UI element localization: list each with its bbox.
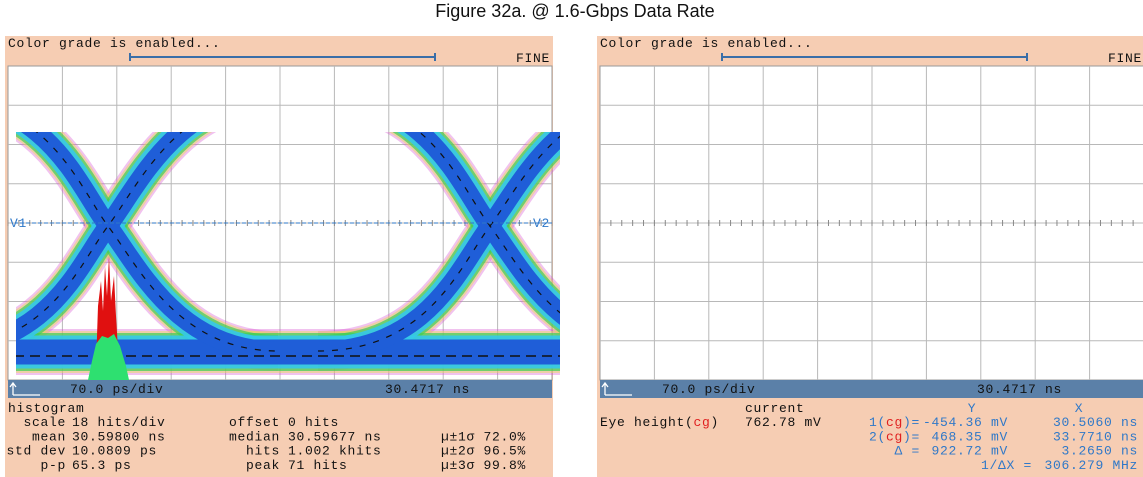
position-text: 30.4717 ns <box>385 382 470 397</box>
histogram-stat: mean <box>32 429 66 444</box>
histogram-stat: hits <box>246 444 280 459</box>
eye-height-value: 762.78 mV <box>745 415 822 430</box>
cursor-x: 306.279 MHz <box>1044 458 1138 473</box>
mode-text: FINE <box>516 51 550 66</box>
readout-header: current <box>745 401 805 416</box>
cursor-label: 1(cg)= <box>869 415 920 430</box>
timebase-text: 70.0 ps/div <box>70 382 164 397</box>
eye-trace <box>20 132 279 361</box>
histogram-stat: offset <box>229 415 280 430</box>
status-text: Color grade is enabled... <box>8 36 221 51</box>
histogram-stat: 71 hits <box>288 458 348 473</box>
eye-height-label: Eye height(cg) <box>600 415 719 430</box>
histogram-stat: std dev <box>6 444 66 459</box>
histogram-stat: µ±2σ <box>441 444 475 459</box>
histogram-stat: 30.59677 ns <box>288 429 382 444</box>
status-text: Color grade is enabled... <box>600 36 813 51</box>
label-part: cg <box>886 415 903 430</box>
histogram-stat: 72.0% <box>483 429 526 444</box>
histogram-stat: 99.8% <box>483 458 526 473</box>
cursor-y: 468.35 mV <box>931 429 1008 444</box>
histogram-stat: median <box>229 429 280 444</box>
histogram-stat: µ±1σ <box>441 429 475 444</box>
position-text: 30.4717 ns <box>977 382 1062 397</box>
cursor-x: 3.2650 ns <box>1061 444 1138 459</box>
label-part: )= <box>903 429 920 444</box>
histogram-heading: histogram <box>8 401 85 416</box>
cursor-y: 922.72 mV <box>931 444 1008 459</box>
label-part: Eye height( <box>600 415 694 430</box>
label-part: 1( <box>869 415 886 430</box>
figure-title: Figure 32a. @ 1.6-Gbps Data Rate <box>435 1 714 21</box>
cursor-x: 30.5060 ns <box>1053 415 1138 430</box>
cursor-label: Δ = <box>894 444 920 459</box>
eye-diagram <box>16 132 560 380</box>
eye-core <box>418 132 560 314</box>
cursor-label: 1/ΔX = <box>981 458 1032 473</box>
histogram-stat: peak <box>246 458 280 473</box>
cursor-y: -454.36 mV <box>923 415 1008 430</box>
histogram-stat: 0 hits <box>288 415 339 430</box>
label-part: ) <box>711 415 720 430</box>
histogram-stat: 96.5% <box>483 444 526 459</box>
label-part: Δ = <box>894 444 920 459</box>
readout-header: X <box>1075 401 1084 416</box>
histogram-green <box>88 334 129 380</box>
marker-label: V2 <box>533 216 550 231</box>
label-part: cg <box>694 415 711 430</box>
readout-header: Y <box>968 401 977 416</box>
cursor-label: 2(cg)= <box>869 429 920 444</box>
histogram-stat: 65.3 ps <box>72 458 132 473</box>
histogram-stat: 10.0809 ps <box>72 444 157 459</box>
timebase-bar <box>8 380 552 398</box>
label-part: )= <box>903 415 920 430</box>
plot-grid <box>599 66 1143 380</box>
ground-icon <box>9 381 40 396</box>
timebase-text: 70.0 ps/div <box>662 382 756 397</box>
marker-label: V1 <box>10 216 27 231</box>
label-part: 1/ΔX = <box>981 458 1032 473</box>
histogram-stat: 1.002 khits <box>288 444 382 459</box>
timebase-bar <box>600 380 1143 398</box>
histogram-stat: 30.59800 ns <box>72 429 166 444</box>
mode-text: FINE <box>1108 51 1142 66</box>
histogram-stat: µ±3σ <box>441 458 475 473</box>
ground-icon <box>601 381 632 396</box>
label-part: cg <box>886 429 903 444</box>
histogram-stat: scale <box>23 415 66 430</box>
cursor-x: 33.7710 ns <box>1053 429 1138 444</box>
histogram-stat: 18 hits/div <box>72 415 166 430</box>
histogram-stat: p-p <box>40 458 66 473</box>
label-part: 2( <box>869 429 886 444</box>
